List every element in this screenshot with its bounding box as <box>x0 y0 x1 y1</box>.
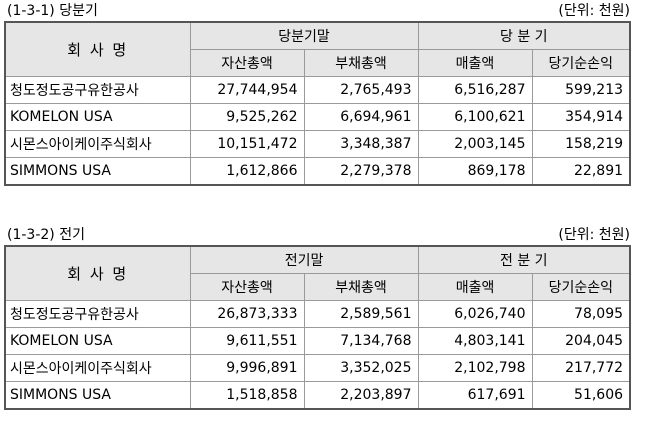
financial-table: 회 사 명 전기말 전 분 기 자산총액 부채총액 매출액 당기순손익 청도정도… <box>4 245 632 410</box>
company-name: 시몬스아이케이주식회사 <box>4 354 191 382</box>
revenue: 4,803,141 <box>417 327 533 355</box>
column-header: 자산총액 <box>189 273 305 301</box>
total-assets: 1,518,858 <box>189 381 305 410</box>
section-caption: (1-3-2) 전기 <box>7 227 85 243</box>
total-assets: 1,612,866 <box>189 157 305 186</box>
company-name: 청도정도공구유한공사 <box>4 300 191 328</box>
column-header: 자산총액 <box>189 49 305 77</box>
revenue: 6,026,740 <box>417 300 533 328</box>
column-header: 부채총액 <box>303 49 419 77</box>
revenue: 6,100,621 <box>417 103 533 131</box>
total-liabilities: 2,279,378 <box>303 157 419 186</box>
company-name: 시몬스아이케이주식회사 <box>4 130 191 158</box>
table-row: KOMELON USA 9,525,262 6,694,961 6,100,62… <box>4 103 631 131</box>
total-liabilities: 2,765,493 <box>303 76 419 104</box>
net-income: 78,095 <box>531 300 631 328</box>
table-row: 청도정도공구유한공사 27,744,954 2,765,493 6,516,28… <box>4 76 631 104</box>
column-header: 당기순손익 <box>531 49 631 77</box>
total-liabilities: 7,134,768 <box>303 327 419 355</box>
company-header: 회 사 명 <box>4 245 191 301</box>
total-liabilities: 2,203,897 <box>303 381 419 410</box>
net-income: 51,606 <box>531 381 631 410</box>
total-liabilities: 6,694,961 <box>303 103 419 131</box>
revenue: 2,003,145 <box>417 130 533 158</box>
table-row: SIMMONS USA 1,518,858 2,203,897 617,691 … <box>4 381 631 410</box>
column-header: 매출액 <box>417 273 533 301</box>
total-assets: 9,611,551 <box>189 327 305 355</box>
net-income: 217,772 <box>531 354 631 382</box>
column-header: 매출액 <box>417 49 533 77</box>
net-income: 22,891 <box>531 157 631 186</box>
total-liabilities: 3,348,387 <box>303 130 419 158</box>
column-header: 당기순손익 <box>531 273 631 301</box>
revenue: 6,516,287 <box>417 76 533 104</box>
company-name: SIMMONS USA <box>4 381 191 410</box>
company-name: SIMMONS USA <box>4 157 191 186</box>
revenue: 2,102,798 <box>417 354 533 382</box>
unit-label: (단위: 천원) <box>558 3 630 19</box>
company-header: 회 사 명 <box>4 21 191 77</box>
total-liabilities: 3,352,025 <box>303 354 419 382</box>
total-assets: 10,151,472 <box>189 130 305 158</box>
column-header: 부채총액 <box>303 273 419 301</box>
net-income: 158,219 <box>531 130 631 158</box>
financial-table: 회 사 명 당분기말 당 분 기 자산총액 부채총액 매출액 당기순손익 청도정… <box>4 21 632 186</box>
group-header-period: 당 분 기 <box>417 21 631 50</box>
net-income: 599,213 <box>531 76 631 104</box>
net-income: 354,914 <box>531 103 631 131</box>
table-row: 시몬스아이케이주식회사 10,151,472 3,348,387 2,003,1… <box>4 130 631 158</box>
table-row: 청도정도공구유한공사 26,873,333 2,589,561 6,026,74… <box>4 300 631 328</box>
revenue: 869,178 <box>417 157 533 186</box>
total-assets: 9,525,262 <box>189 103 305 131</box>
company-name: KOMELON USA <box>4 327 191 355</box>
company-name: KOMELON USA <box>4 103 191 131</box>
table-row: SIMMONS USA 1,612,866 2,279,378 869,178 … <box>4 157 631 186</box>
net-income: 204,045 <box>531 327 631 355</box>
table-row: KOMELON USA 9,611,551 7,134,768 4,803,14… <box>4 327 631 355</box>
section-caption: (1-3-1) 당분기 <box>7 3 98 19</box>
total-assets: 9,996,891 <box>189 354 305 382</box>
group-header-balance: 당분기말 <box>189 21 419 50</box>
group-header-balance: 전기말 <box>189 245 419 274</box>
table-row: 시몬스아이케이주식회사 9,996,891 3,352,025 2,102,79… <box>4 354 631 382</box>
company-name: 청도정도공구유한공사 <box>4 76 191 104</box>
group-header-period: 전 분 기 <box>417 245 631 274</box>
total-assets: 27,744,954 <box>189 76 305 104</box>
unit-label: (단위: 천원) <box>558 227 630 243</box>
revenue: 617,691 <box>417 381 533 410</box>
total-liabilities: 2,589,561 <box>303 300 419 328</box>
total-assets: 26,873,333 <box>189 300 305 328</box>
